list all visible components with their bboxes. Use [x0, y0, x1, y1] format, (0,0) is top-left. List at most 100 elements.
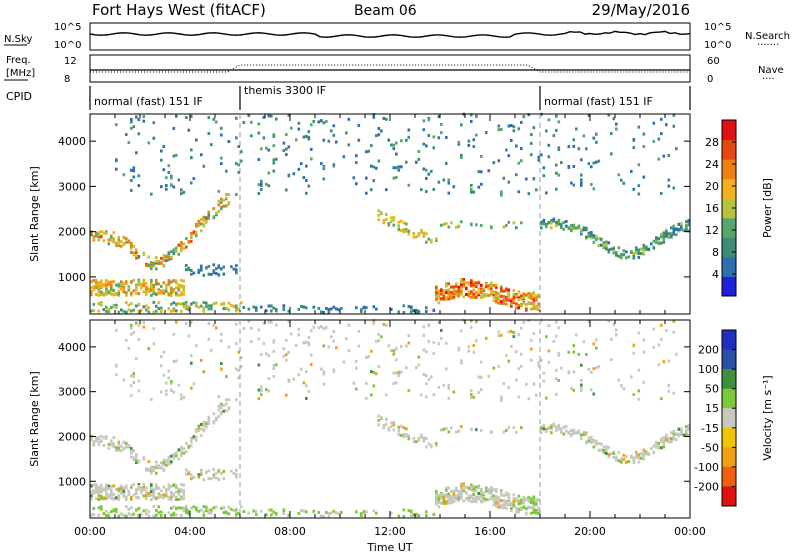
power-cell	[110, 238, 113, 242]
velocity-cell	[470, 494, 473, 498]
velocity-cell	[400, 370, 403, 374]
power-cell	[382, 219, 386, 223]
power-cell	[447, 178, 451, 182]
velocity-cell	[592, 367, 596, 371]
velocity-cell	[157, 505, 161, 509]
velocity-cell	[180, 483, 183, 487]
power-cell	[95, 281, 98, 285]
power-cell	[497, 124, 501, 128]
power-cell	[197, 224, 201, 228]
power-cell	[145, 282, 148, 286]
station-title: Fort Hays West (fitACF)	[92, 1, 266, 19]
velocity-cell	[660, 323, 663, 327]
power-cell	[637, 252, 641, 255]
velocity-cell	[247, 319, 251, 323]
power-cell	[170, 255, 173, 259]
power-cell	[110, 292, 113, 296]
velocity-cell	[505, 493, 508, 497]
velocity-cell	[535, 393, 538, 397]
power-cell	[135, 254, 138, 258]
power-cell	[235, 304, 238, 308]
power-cell	[670, 232, 673, 236]
velocity-cell	[470, 325, 473, 329]
velocity-cell	[330, 335, 333, 339]
velocity-cell	[212, 473, 216, 477]
velocity-cell	[175, 320, 178, 324]
power-cell	[400, 219, 403, 223]
velocity-cell	[660, 440, 663, 444]
velocity-cell	[530, 496, 533, 500]
velocity-cell	[670, 431, 673, 435]
power-cell	[475, 113, 478, 117]
power-cell	[92, 309, 96, 313]
power-cell	[202, 164, 206, 168]
power-cell	[532, 306, 536, 310]
velocity-cell	[477, 391, 481, 394]
power-cell	[462, 285, 466, 288]
velocity-cell	[505, 491, 508, 495]
velocity-cell	[150, 397, 153, 401]
velocity-cell	[435, 502, 438, 506]
velocity-cell	[235, 398, 238, 402]
power-cell	[95, 231, 98, 235]
velocity-cell	[335, 511, 338, 515]
power-cell	[527, 192, 531, 196]
velocity-cell	[515, 498, 518, 502]
velocity-cell	[257, 397, 261, 401]
velocity-cell	[210, 348, 213, 352]
power-cell	[500, 193, 503, 197]
velocity-cell	[417, 514, 421, 517]
power-cell	[660, 132, 663, 136]
power-cell	[125, 240, 128, 244]
power-cell	[552, 217, 556, 221]
velocity-cell	[555, 320, 558, 324]
power-cell	[170, 302, 173, 306]
power-cell	[420, 230, 423, 234]
power-cell	[397, 220, 401, 224]
power-cell	[662, 234, 666, 238]
power-cell	[462, 282, 466, 286]
velocity-cell	[517, 395, 521, 399]
velocity-cell	[500, 395, 503, 399]
velocity-cell	[212, 323, 216, 327]
velocity-cell	[120, 449, 123, 453]
velocity-cell	[145, 494, 148, 498]
velocity-cell	[637, 453, 641, 457]
power-cell	[110, 287, 113, 291]
velocity-cell	[257, 337, 261, 341]
power-cell	[625, 250, 628, 254]
velocity-cell	[310, 362, 313, 366]
power-cell	[275, 157, 278, 161]
velocity-cell	[117, 514, 121, 518]
power-cell	[460, 283, 463, 287]
velocity-cell	[542, 379, 546, 383]
power-cell	[127, 303, 131, 307]
power-cell	[142, 305, 146, 309]
velocity-cell	[142, 456, 146, 460]
velocity-cell	[342, 360, 346, 364]
power-cell	[397, 227, 401, 231]
power-colorbar-swatch	[722, 139, 736, 160]
velocity-cell	[130, 506, 133, 510]
velocity-cell	[660, 437, 663, 441]
power-cell	[212, 216, 216, 220]
power-cell	[685, 228, 688, 232]
velocity-cell	[105, 492, 108, 496]
velocity-cell	[347, 349, 351, 353]
velocity-cell	[387, 344, 391, 348]
velocity-cell	[220, 402, 223, 406]
power-cell	[435, 239, 438, 242]
velocity-cell	[427, 442, 431, 446]
velocity-cell	[152, 514, 156, 518]
velocity-colorbar-swatch	[722, 447, 736, 468]
power-cell	[180, 188, 183, 192]
power-cell	[455, 282, 458, 286]
power-cell	[157, 301, 161, 305]
velocity-cell	[580, 389, 583, 393]
power-cell	[140, 286, 143, 290]
power-cell	[642, 246, 646, 250]
velocity-cell	[442, 496, 446, 500]
velocity-cell	[675, 352, 678, 356]
velocity-cell	[167, 497, 171, 501]
power-cell	[472, 145, 476, 148]
